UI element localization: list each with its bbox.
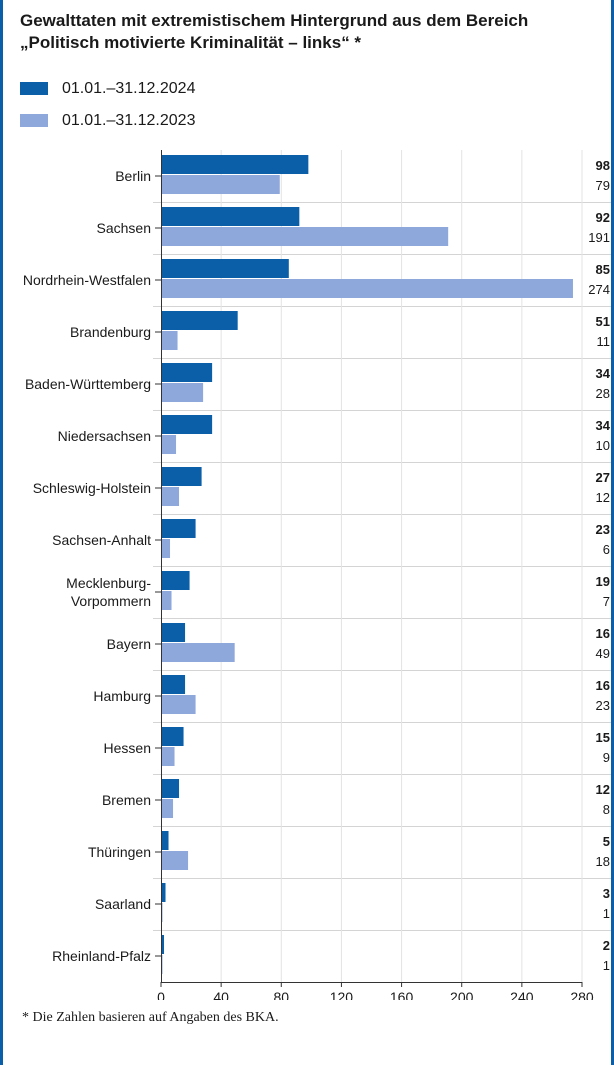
bar-2024: [161, 571, 190, 590]
bar-chart: 0 40 80 120 160 200 240 280Berlin9879Sachsen921…: [23, 150, 611, 1000]
value-label-2023: 7: [603, 594, 610, 609]
category-label: Vorpommern: [71, 593, 151, 609]
x-tick-label: 200: [450, 989, 474, 1000]
category-label: Thüringen: [88, 844, 151, 860]
value-label-2024: 98: [596, 158, 610, 173]
bar-2023: [161, 695, 196, 714]
category-label: Mecklenburg-: [66, 575, 151, 591]
bar-2024: [161, 935, 165, 954]
value-label-2023: 10: [596, 438, 610, 453]
category-label: Bremen: [102, 792, 151, 808]
bar-2023: [161, 539, 171, 558]
bar-2023: [161, 383, 204, 402]
category-label: Niedersachsen: [58, 428, 151, 444]
value-label-2024: 3: [603, 886, 610, 901]
value-label-2024: 2: [603, 938, 610, 953]
category-label: Bayern: [107, 636, 151, 652]
category-label: Nordrhein-Westfalen: [23, 272, 151, 288]
x-tick-label: 160: [390, 989, 414, 1000]
bar-2024: [161, 363, 213, 382]
legend-swatch-2023: [20, 114, 48, 127]
legend-label-2024: 01.01.–31.12.2024: [62, 80, 196, 97]
bar-2024: [161, 415, 213, 434]
bar-2024: [161, 467, 202, 486]
value-label-2024: 12: [596, 782, 610, 797]
value-label-2023: 18: [596, 854, 610, 869]
value-label-2023: 274: [588, 282, 610, 297]
bar-2023: [161, 851, 189, 870]
bar-2024: [161, 831, 169, 850]
value-label-2023: 12: [596, 490, 610, 505]
bar-2023: [161, 175, 280, 194]
category-label: Hessen: [104, 740, 151, 756]
bar-2023: [161, 591, 172, 610]
category-label: Sachsen: [97, 220, 151, 236]
bar-2024: [161, 883, 166, 902]
value-label-2023: 6: [603, 542, 610, 557]
category-label: Hamburg: [93, 688, 151, 704]
bar-2024: [161, 675, 186, 694]
value-label-2024: 23: [596, 522, 610, 537]
value-label-2023: 191: [588, 230, 610, 245]
x-tick-label: 80: [273, 989, 289, 1000]
category-label: Brandenburg: [70, 324, 151, 340]
value-label-2024: 34: [596, 366, 611, 381]
value-label-2024: 51: [596, 314, 610, 329]
bar-2023: [161, 643, 235, 662]
value-label-2023: 79: [596, 178, 610, 193]
legend-swatch-2024: [20, 82, 48, 95]
value-label-2023: 9: [603, 750, 610, 765]
footnote: * Die Zahlen basieren auf Angaben des BK…: [22, 1010, 279, 1025]
value-label-2023: 49: [596, 646, 610, 661]
x-tick-label: 280: [570, 989, 594, 1000]
value-label-2023: 1: [603, 958, 610, 973]
value-label-2024: 92: [596, 210, 610, 225]
bar-2024: [161, 155, 309, 174]
value-label-2023: 11: [597, 334, 611, 349]
bar-2024: [161, 311, 238, 330]
value-label-2023: 8: [603, 802, 610, 817]
x-tick-label: 120: [330, 989, 354, 1000]
value-label-2024: 34: [596, 418, 611, 433]
x-tick-label: 240: [510, 989, 534, 1000]
value-label-2023: 28: [596, 386, 610, 401]
bar-2023: [161, 227, 449, 246]
category-label: Rheinland-Pfalz: [52, 948, 151, 964]
category-label: Baden-Württemberg: [25, 376, 151, 392]
category-label: Saarland: [95, 896, 151, 912]
chart-title: Gewalttaten mit extremistischem Hintergr…: [20, 11, 529, 52]
category-label: Schleswig-Holstein: [33, 480, 151, 496]
bar-2024: [161, 623, 186, 642]
value-label-2024: 16: [596, 626, 610, 641]
value-label-2024: 85: [596, 262, 610, 277]
bar-2023: [161, 487, 180, 506]
x-tick-label: 0: [157, 989, 165, 1000]
category-label: Sachsen-Anhalt: [52, 532, 151, 548]
value-label-2024: 15: [596, 730, 610, 745]
value-label-2024: 5: [603, 834, 610, 849]
bar-2024: [161, 259, 289, 278]
value-label-2024: 19: [596, 574, 610, 589]
bar-2023: [161, 331, 178, 350]
bar-2024: [161, 727, 184, 746]
value-label-2023: 23: [596, 698, 610, 713]
bar-2024: [161, 519, 196, 538]
bar-2023: [161, 747, 175, 766]
bar-2024: [161, 207, 300, 226]
legend-label-2023: 01.01.–31.12.2023: [62, 112, 196, 129]
x-tick-label: 40: [213, 989, 229, 1000]
bar-2023: [161, 279, 573, 298]
bar-2023: [161, 799, 174, 818]
value-label-2024: 27: [596, 470, 610, 485]
bar-2024: [161, 779, 180, 798]
value-label-2024: 16: [596, 678, 610, 693]
category-label: Berlin: [115, 168, 151, 184]
bar-2023: [161, 435, 177, 454]
value-label-2023: 1: [603, 906, 610, 921]
